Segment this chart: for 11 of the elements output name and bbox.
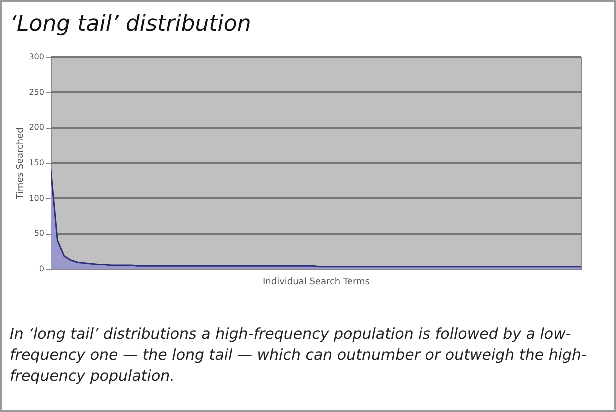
y-tick-label: 50 <box>34 229 44 238</box>
y-tick-label: 300 <box>29 52 44 62</box>
y-axis-title: Times Searched <box>16 128 26 200</box>
y-tick-label: 150 <box>29 158 44 168</box>
text: In ‘long tail’ distributions a high-frequency population is followed by a low-frequency one — the long tail — which can outnumber or outweigh the high-frequency population. <box>10 324 588 387</box>
x-axis-title: Individual Search Terms <box>263 278 370 288</box>
chart-title: ‘Long tail’ distribution <box>10 12 252 37</box>
y-tick-label: 0 <box>39 264 44 274</box>
y-tick-label: 250 <box>29 88 44 97</box>
y-tick-label: 200 <box>29 123 44 132</box>
y-tick-label: 100 <box>29 194 44 203</box>
